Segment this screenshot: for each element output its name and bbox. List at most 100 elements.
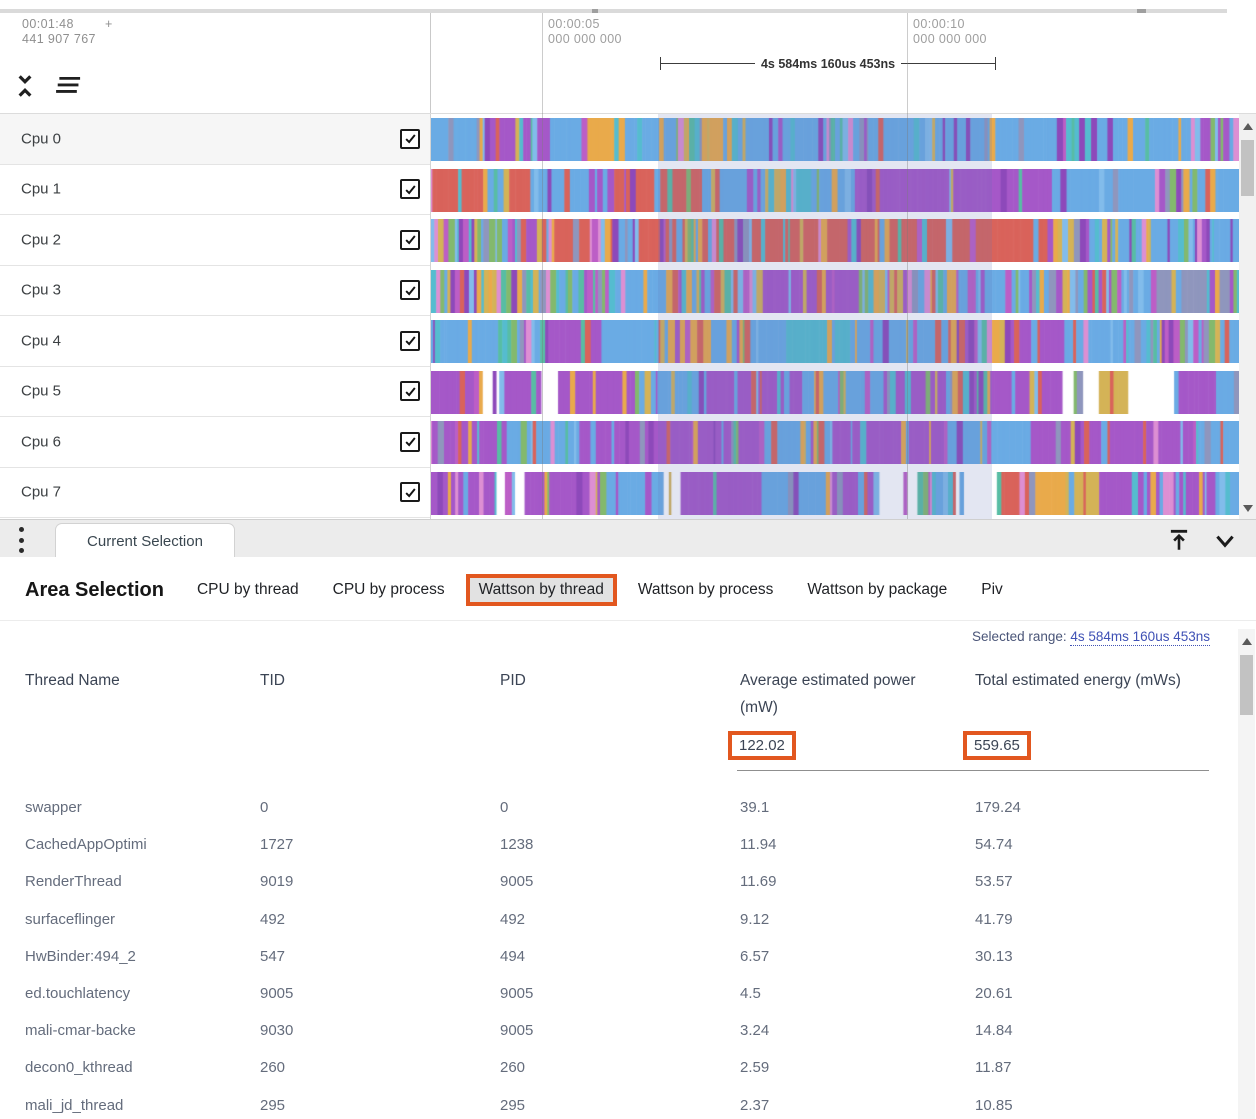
table-cell: 3.24 bbox=[740, 1012, 769, 1049]
tab-cpu-by-process[interactable]: CPU by process bbox=[333, 581, 445, 599]
track-row-cpu-0[interactable]: Cpu 0 bbox=[0, 114, 1239, 165]
scroll-down-icon[interactable] bbox=[1243, 505, 1253, 512]
selection-panel: Area Selection CPU by thread CPU by proce… bbox=[0, 557, 1256, 1118]
track-checkbox[interactable] bbox=[400, 381, 420, 401]
table-cell: 9005 bbox=[260, 975, 293, 1012]
col-header-total-energy[interactable]: Total estimated energy (mWs) bbox=[975, 667, 1185, 694]
track-row-cpu-4[interactable]: Cpu 4 bbox=[0, 316, 1239, 367]
selected-range: Selected range: 4s 584ms 160us 453ns bbox=[972, 629, 1210, 644]
table-cell: 54.74 bbox=[975, 826, 1013, 863]
cpu-track-canvas[interactable] bbox=[430, 371, 1239, 414]
tab-piv[interactable]: Piv bbox=[981, 581, 1003, 599]
table-cell: 547 bbox=[260, 938, 285, 975]
table-scrollbar[interactable] bbox=[1238, 629, 1255, 1119]
track-row-cpu-2[interactable]: Cpu 2 bbox=[0, 215, 1239, 266]
cpu-track-canvas[interactable] bbox=[430, 421, 1239, 464]
track-label: Cpu 7 bbox=[21, 484, 61, 501]
table-cell: ed.touchlatency bbox=[25, 975, 130, 1012]
annotation-box-total-energy: 559.65 bbox=[963, 731, 1031, 760]
table-cell: 11.94 bbox=[740, 826, 776, 863]
scrollbar-thumb[interactable] bbox=[1240, 655, 1253, 715]
cursor-time: 00:01:48 bbox=[22, 17, 74, 31]
selected-range-value[interactable]: 4s 584ms 160us 453ns bbox=[1070, 629, 1210, 646]
selection-tabbar: Current Selection bbox=[0, 519, 1256, 557]
track-label-area: Cpu 6 bbox=[0, 417, 430, 468]
cpu-track-canvas[interactable] bbox=[430, 219, 1239, 262]
unfold-less-icon[interactable] bbox=[12, 71, 38, 101]
table-cell: 9005 bbox=[500, 1012, 533, 1049]
table-cell: HwBinder:494_2 bbox=[25, 938, 136, 975]
kebab-menu-icon[interactable] bbox=[17, 527, 25, 553]
track-checkbox[interactable] bbox=[400, 230, 420, 250]
cpu-track-canvas[interactable] bbox=[430, 270, 1239, 313]
track-row-cpu-6[interactable]: Cpu 6 bbox=[0, 417, 1239, 468]
track-label: Cpu 3 bbox=[21, 282, 61, 299]
current-selection-label: Current Selection bbox=[87, 533, 203, 550]
table-cell: 2.59 bbox=[740, 1049, 769, 1086]
chevron-down-icon[interactable] bbox=[1212, 529, 1238, 553]
track-row-cpu-1[interactable]: Cpu 1 bbox=[0, 165, 1239, 216]
track-label-area: Cpu 7 bbox=[0, 468, 430, 519]
track-checkbox[interactable] bbox=[400, 482, 420, 502]
col-header-pid[interactable]: PID bbox=[500, 667, 526, 694]
track-row-cpu-5[interactable]: Cpu 5 bbox=[0, 367, 1239, 418]
col-header-avg-power[interactable]: Average estimated power (mW) bbox=[740, 667, 935, 721]
track-label: Cpu 1 bbox=[21, 181, 61, 198]
table-cell: 14.84 bbox=[975, 1012, 1013, 1049]
table-cell: swapper bbox=[25, 789, 82, 826]
vertical-align-top-icon[interactable] bbox=[1166, 527, 1192, 553]
track-filter-icon[interactable] bbox=[50, 74, 84, 98]
panel-title: Area Selection bbox=[25, 579, 164, 602]
tab-wattson-by-package[interactable]: Wattson by package bbox=[807, 581, 947, 599]
track-checkbox[interactable] bbox=[400, 280, 420, 300]
track-checkbox[interactable] bbox=[400, 331, 420, 351]
table-cell: 9030 bbox=[260, 1012, 293, 1049]
tab-wattson-by-process[interactable]: Wattson by process bbox=[638, 581, 774, 599]
cpu-track-canvas[interactable] bbox=[430, 118, 1239, 161]
track-label: Cpu 2 bbox=[21, 231, 61, 248]
area-selection-tabs: Area Selection CPU by thread CPU by proce… bbox=[0, 565, 1256, 615]
table-cell: 30.13 bbox=[975, 938, 1013, 975]
cpu-track-canvas[interactable] bbox=[430, 320, 1239, 363]
track-checkbox[interactable] bbox=[400, 179, 420, 199]
track-row-cpu-3[interactable]: Cpu 3 bbox=[0, 266, 1239, 317]
cpu-track-canvas[interactable] bbox=[430, 169, 1239, 212]
table-cell: 11.69 bbox=[740, 863, 776, 900]
totals-underline bbox=[737, 770, 1209, 771]
track-checkbox[interactable] bbox=[400, 432, 420, 452]
table-cell: 494 bbox=[500, 938, 525, 975]
tab-wattson-by-thread[interactable]: Wattson by thread bbox=[466, 574, 617, 606]
tracks-scrollbar[interactable] bbox=[1239, 114, 1256, 519]
total-energy: 559.65 bbox=[974, 737, 1020, 754]
tab-current-selection[interactable]: Current Selection bbox=[55, 523, 235, 558]
track-checkbox[interactable] bbox=[400, 129, 420, 149]
cursor-plus: + bbox=[105, 17, 112, 31]
table-cell: 41.79 bbox=[975, 901, 1013, 938]
table-cell: 1727 bbox=[260, 826, 293, 863]
scroll-up-icon[interactable] bbox=[1243, 123, 1253, 130]
table-cell: 6.57 bbox=[740, 938, 769, 975]
track-label: Cpu 6 bbox=[21, 433, 61, 450]
selected-range-label: Selected range: bbox=[972, 629, 1067, 644]
table-cell: 53.57 bbox=[975, 863, 1013, 900]
col-header-thread-name[interactable]: Thread Name bbox=[25, 667, 120, 694]
track-row-cpu-7[interactable]: Cpu 7 bbox=[0, 468, 1239, 519]
overview-timeline[interactable] bbox=[0, 0, 1256, 13]
table-cell: 1238 bbox=[500, 826, 533, 863]
col-header-tid[interactable]: TID bbox=[260, 667, 285, 694]
scrollbar-thumb[interactable] bbox=[1241, 140, 1254, 196]
table-cell: mali_jd_thread bbox=[25, 1087, 123, 1119]
scroll-up-icon[interactable] bbox=[1242, 638, 1252, 645]
cpu-track-canvas[interactable] bbox=[430, 472, 1239, 515]
table-cell: 295 bbox=[260, 1087, 285, 1119]
timeline-header-left: 00:01:48 + 441 907 767 bbox=[0, 13, 430, 113]
tab-cpu-by-thread[interactable]: CPU by thread bbox=[197, 581, 299, 599]
